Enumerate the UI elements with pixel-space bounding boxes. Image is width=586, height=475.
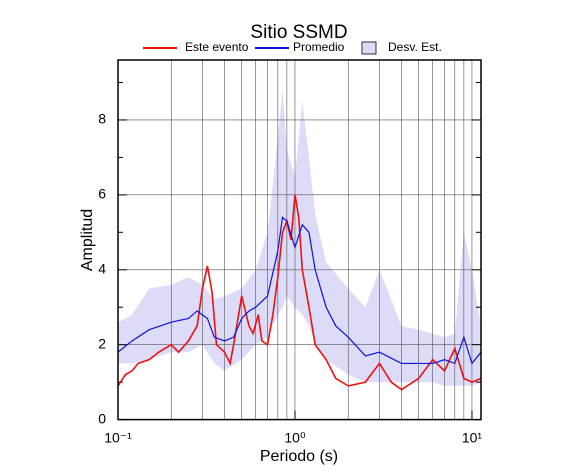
legend-label: Este evento (185, 40, 249, 54)
y-tick-label: 2 (98, 335, 106, 351)
series-line (118, 216, 481, 365)
plot-frame (117, 59, 482, 421)
x-tick-label: 10⁰ (284, 429, 306, 445)
y-axis-label: Amplitud (79, 209, 96, 271)
y-tick-label: 4 (98, 260, 106, 276)
x-axis-label: Periodo (s) (260, 448, 338, 465)
series-line (118, 194, 481, 391)
legend-label: Promedio (293, 40, 345, 54)
legend-label: Desv. Est. (388, 40, 442, 54)
x-tick-label: 10¹ (462, 429, 483, 445)
chart-title: Sitio SSMD (250, 22, 347, 43)
y-tick-label: 8 (98, 111, 106, 127)
y-tick-label: 0 (98, 410, 106, 426)
legend-swatch (361, 41, 377, 55)
y-tick-label: 6 (98, 186, 106, 202)
x-tick-label: 10⁻¹ (104, 429, 132, 445)
